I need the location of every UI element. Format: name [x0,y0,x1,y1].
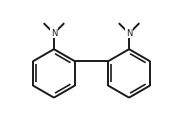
Text: N: N [51,29,57,38]
Text: N: N [126,29,132,38]
